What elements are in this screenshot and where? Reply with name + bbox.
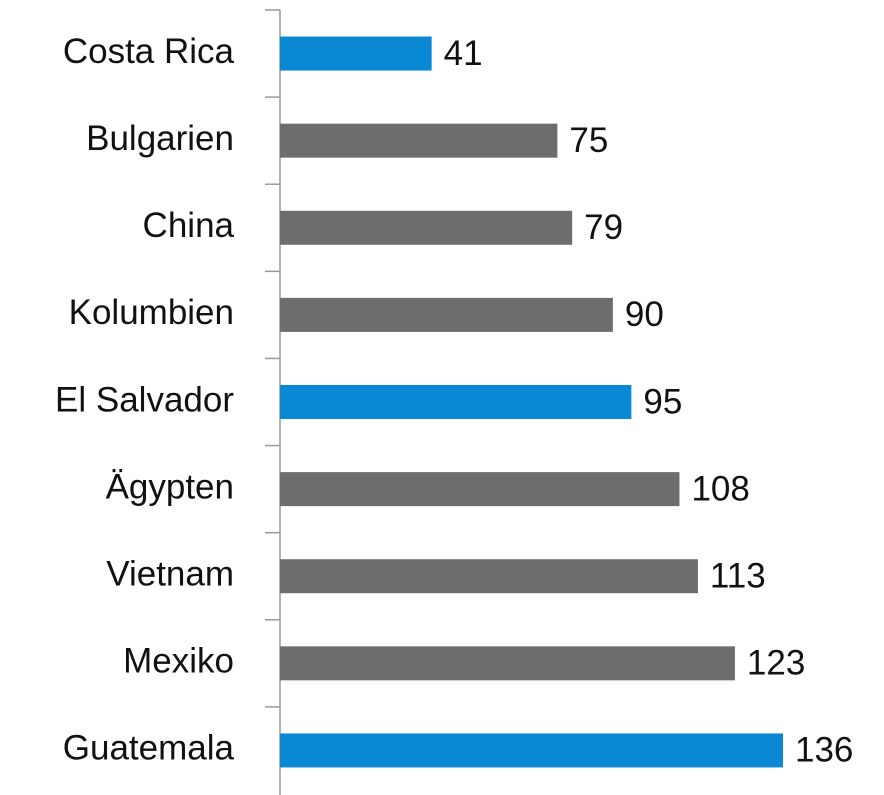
category-label: Costa Rica xyxy=(63,32,235,71)
value-label: 41 xyxy=(444,34,483,73)
category-label: El Salvador xyxy=(55,380,234,419)
category-label: Ägypten xyxy=(106,467,234,506)
value-label: 90 xyxy=(625,295,664,334)
category-label: China xyxy=(143,206,235,245)
bar xyxy=(280,646,735,681)
value-label: 136 xyxy=(795,731,853,770)
value-label: 79 xyxy=(584,208,623,247)
bar xyxy=(280,36,432,71)
value-label: 95 xyxy=(643,382,682,421)
category-label: Kolumbien xyxy=(69,293,234,332)
bar xyxy=(280,123,558,158)
category-label: Guatemala xyxy=(63,729,235,768)
bar xyxy=(280,385,632,419)
value-label: 113 xyxy=(710,556,766,595)
bar xyxy=(280,559,698,594)
bar xyxy=(280,472,680,507)
bar xyxy=(280,210,573,245)
value-label: 123 xyxy=(747,644,805,683)
bar xyxy=(280,733,783,768)
value-label: 108 xyxy=(691,469,749,508)
category-label: Vietnam xyxy=(106,554,234,593)
bar xyxy=(280,297,613,332)
category-label: Mexiko xyxy=(123,642,234,681)
category-label: Bulgarien xyxy=(86,119,234,158)
value-label: 75 xyxy=(569,121,608,160)
